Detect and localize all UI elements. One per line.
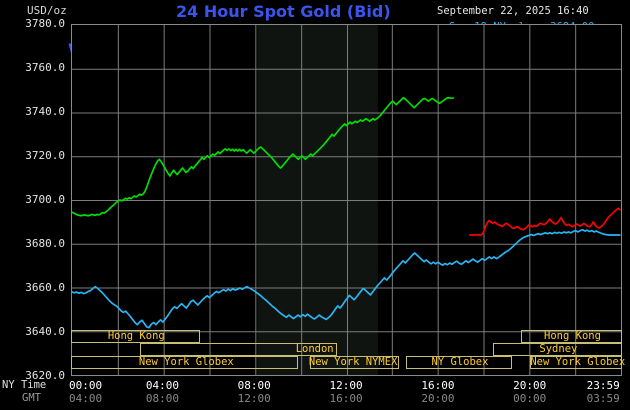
x-axis-tick-label-gmt: 08:00 [145,392,179,405]
series-line-sep19 [72,228,621,329]
x-axis-tick-label-ny: 00:00 [69,379,103,392]
x-axis-tick-label-ny: 23:59 [586,379,620,392]
market-session-box[interactable] [309,356,400,369]
market-session-box[interactable] [406,356,512,369]
x-axis-tick-label-ny: 20:00 [513,379,547,392]
chart-plot-area [71,24,622,376]
x-axis-tick-label-ny: 16:00 [421,379,455,392]
x-axis-tick-label-ny: 04:00 [145,379,179,392]
market-session-box[interactable] [493,343,622,356]
x-axis-tick-label-gmt: 20:00 [421,392,455,405]
series-line-sep22 [72,96,455,217]
market-session-box[interactable] [71,330,200,343]
gmt-caption: GMT [22,392,41,404]
x-axis-tick-label-gmt: 00:00 [513,392,547,405]
market-session-box[interactable] [520,330,622,343]
y-axis-tick-label: 3660.0 [25,281,65,294]
x-axis-tick-label-ny: 08:00 [237,379,271,392]
market-session-box[interactable] [139,343,338,356]
y-axis-tick-label: 3640.0 [25,325,65,338]
y-axis-tick-label: 3720.0 [25,149,65,162]
y-axis-unit-label: USD/oz [27,4,67,17]
timestamp-label: September 22, 2025 16:40 [437,5,589,17]
y-axis-tick-label: 3700.0 [25,193,65,206]
x-axis-tick-label-gmt: 12:00 [237,392,271,405]
x-axis-tick-label-ny: 12:00 [329,379,363,392]
series-line-sep21 [469,207,621,236]
y-axis-tick-label: 3760.0 [25,61,65,74]
page-title: 24 Hour Spot Gold (Bid) [176,2,391,21]
x-axis-tick-label-gmt: 04:00 [69,392,103,405]
y-axis-tick-label: 3780.0 [25,17,65,30]
x-axis-tick-label-gmt: 03:59 [586,392,620,405]
x-axis-tick-label-gmt: 16:00 [329,392,363,405]
y-axis-tick-label: 3740.0 [25,105,65,118]
chart-canvas [72,25,621,375]
market-session-box[interactable] [530,356,622,369]
y-axis-tick-label: 3680.0 [25,237,65,250]
ny-time-caption: NY Time [2,379,47,391]
market-session-box[interactable] [71,356,299,369]
